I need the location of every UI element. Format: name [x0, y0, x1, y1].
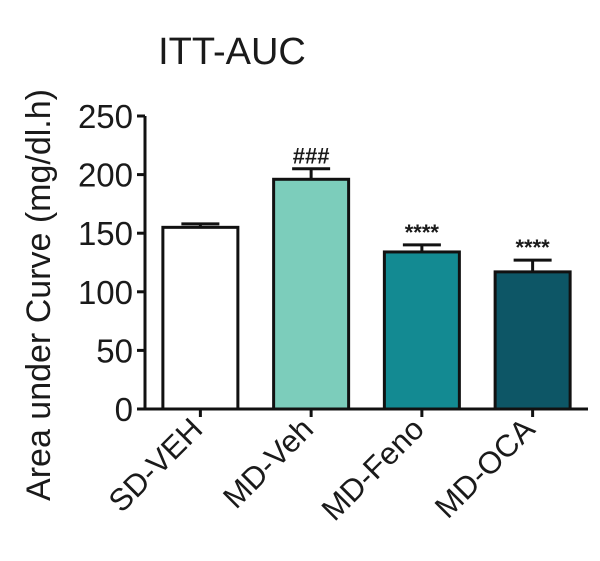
y-tick-label: 50: [96, 332, 133, 369]
significance-label: ****: [516, 235, 551, 260]
significance-label: ###: [293, 144, 330, 169]
y-tick-labels: 0 50 100 150 200 250: [78, 98, 133, 428]
x-tick-label: MD-OCA: [428, 411, 542, 525]
y-tick-label: 200: [78, 157, 133, 194]
x-tick-label: MD-Veh: [216, 411, 320, 515]
bar-sd-veh: [161, 225, 240, 411]
y-tick-label: 100: [78, 274, 133, 311]
y-tick-label: 150: [78, 215, 133, 252]
y-tick-label: 250: [78, 98, 133, 135]
bar-md-veh: [272, 177, 351, 411]
y-tick-label: 0: [115, 391, 133, 428]
significance-label: ****: [405, 220, 440, 245]
x-tick-label: MD-Feno: [315, 411, 431, 527]
y-axis-label: Area under Curve (mg/dl.h): [20, 89, 58, 501]
chart-title: ITT-AUC: [158, 31, 306, 73]
bar-md-oca: [493, 270, 572, 411]
bar-md-feno: [382, 250, 461, 411]
bars-group: ### **** ****: [161, 144, 572, 411]
